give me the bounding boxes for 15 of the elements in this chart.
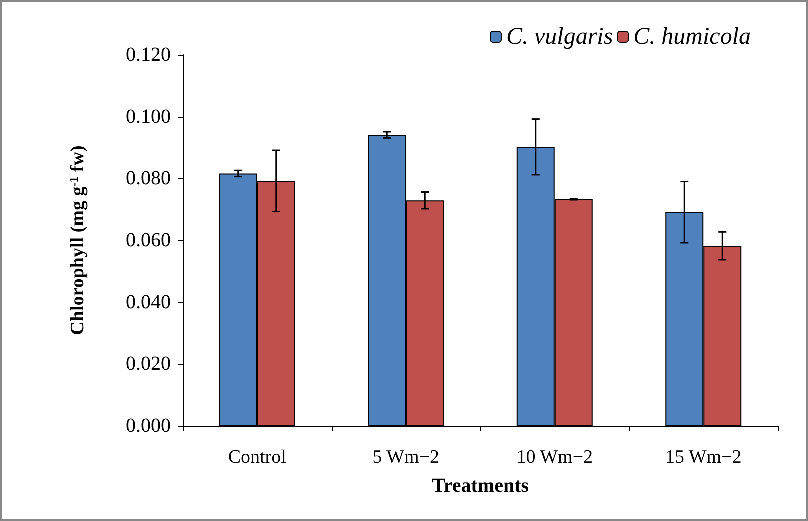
x-axis-title: Treatments (432, 475, 530, 497)
legend-label: C. vulgaris (506, 24, 614, 50)
y-tick-label: 0.040 (126, 291, 171, 314)
x-tick-label: 15 Wm−2 (665, 447, 742, 468)
y-axis-title: Chlorophyll (mg g-1 fw) (67, 146, 88, 336)
x-tick-label: Control (228, 447, 286, 468)
y-tick-label: 0.000 (126, 415, 171, 437)
y-tick-label: 0.120 (126, 44, 171, 66)
legend-label: C. humicola (634, 24, 751, 50)
y-tick-label: 0.020 (126, 353, 171, 376)
y-tick-label: 0.100 (126, 106, 171, 128)
x-tick-label: 5 Wm−2 (372, 447, 440, 468)
y-tick-label: 0.080 (126, 168, 171, 190)
y-tick-label: 0.060 (126, 230, 171, 252)
x-tick-label: 10 Wm−2 (516, 447, 594, 468)
